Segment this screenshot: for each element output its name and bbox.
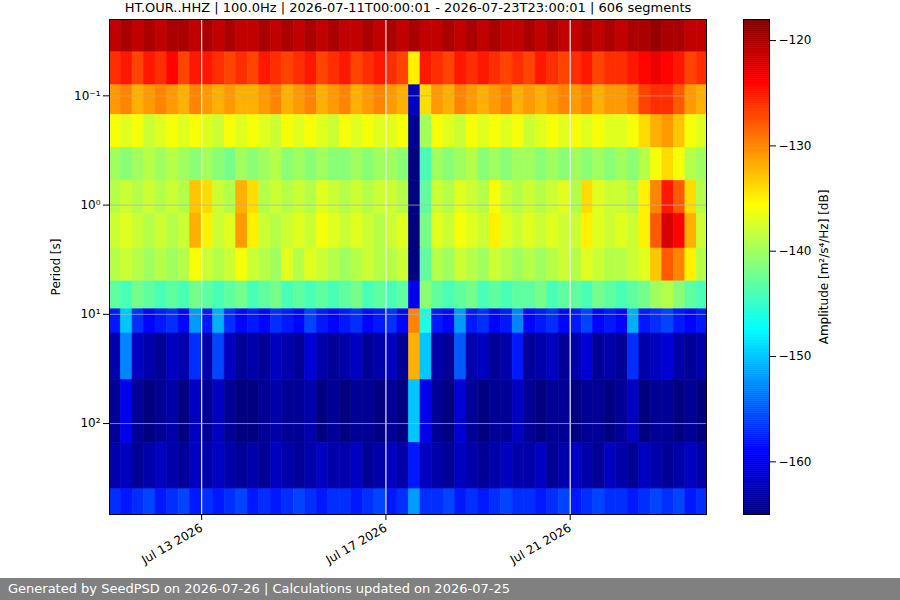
svg-text:−140: −140 <box>779 244 812 258</box>
svg-text:Jul 21 2026: Jul 21 2026 <box>507 521 574 568</box>
svg-text:−160: −160 <box>779 455 812 469</box>
svg-text:10¹: 10¹ <box>80 307 100 321</box>
html-text:HT.OUR..HHZ | 100.0Hz | 2026-0: HT.OUR..HHZ | 100.0Hz | 2026-07-11T00:00… <box>124 0 692 15</box>
svg-text:Period [s]: Period [s] <box>49 239 63 296</box>
svg-text:10²: 10² <box>80 416 100 430</box>
svg-text:Jul 17 2026: Jul 17 2026 <box>323 521 390 568</box>
html-text:Generated by SeedPSD on 2026-0: Generated by SeedPSD on 2026-07-26 | Cal… <box>8 581 510 596</box>
svg-text:10⁻¹: 10⁻¹ <box>74 89 101 103</box>
svg-text:Amplitude [m²/s⁴/Hz] [dB]: Amplitude [m²/s⁴/Hz] [dB] <box>817 190 831 345</box>
svg-text:−120: −120 <box>779 33 812 47</box>
svg-text:10⁰: 10⁰ <box>80 198 100 212</box>
svg-text:−150: −150 <box>779 349 812 363</box>
svg-text:Jul 13 2026: Jul 13 2026 <box>138 521 205 568</box>
svg-text:−130: −130 <box>779 139 812 153</box>
